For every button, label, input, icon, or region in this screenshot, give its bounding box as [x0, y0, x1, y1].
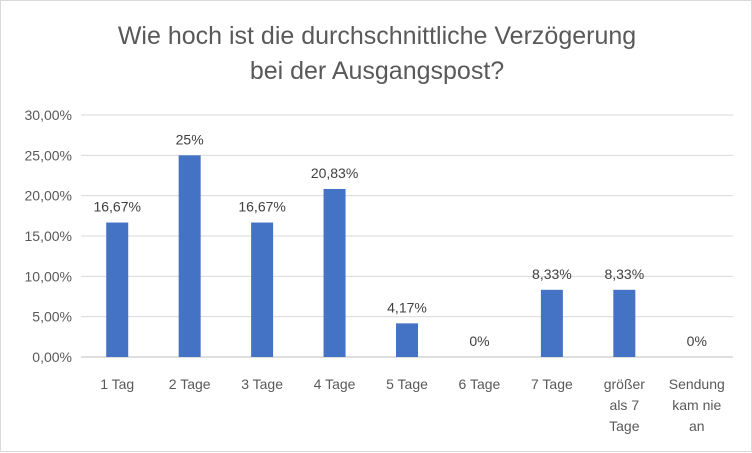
category-label: 2 Tage [169, 376, 211, 392]
bar [323, 188, 346, 357]
bar [106, 222, 129, 357]
category-label: Sendung [669, 376, 725, 392]
category-label: 3 Tage [241, 376, 283, 392]
data-label: 16,67% [238, 199, 285, 215]
category-label: 7 Tage [531, 376, 573, 392]
data-label: 0% [687, 333, 707, 349]
data-label: 4,17% [387, 299, 427, 315]
data-label: 8,33% [532, 266, 572, 282]
y-tick-label: 20,00% [25, 188, 72, 204]
y-tick-label: 5,00% [32, 309, 72, 325]
category-label: als 7 [610, 397, 640, 413]
category-label: an [689, 418, 705, 434]
data-label: 16,67% [93, 199, 140, 215]
data-label: 0% [469, 333, 489, 349]
bar [613, 289, 636, 357]
bar [396, 323, 418, 357]
category-label: kam nie [672, 397, 721, 413]
y-tick-label: 10,00% [25, 268, 72, 284]
chart-title-line-1: Wie hoch ist die durchschnittliche Verzö… [117, 22, 637, 50]
category-label: 5 Tage [386, 376, 428, 392]
data-label: 8,33% [604, 266, 644, 282]
category-label: Tage [609, 418, 640, 434]
category-label: 4 Tage [314, 376, 356, 392]
category-label: größer [604, 376, 646, 392]
bar [540, 289, 563, 357]
y-tick-label: 15,00% [25, 228, 72, 244]
y-tick-label: 0,00% [32, 349, 72, 365]
y-tick-label: 25,00% [25, 147, 72, 163]
y-tick-label: 30,00% [25, 107, 72, 123]
bar [178, 155, 201, 357]
chart-title: Wie hoch ist die durchschnittliche Verzö… [1, 19, 752, 89]
data-label: 25% [176, 131, 204, 147]
data-label: 20,83% [311, 165, 358, 181]
category-label: 1 Tag [100, 376, 134, 392]
bar [251, 222, 274, 357]
chart-title-line-2: bei der Ausgangspost? [249, 57, 505, 85]
category-label: 6 Tage [459, 376, 501, 392]
